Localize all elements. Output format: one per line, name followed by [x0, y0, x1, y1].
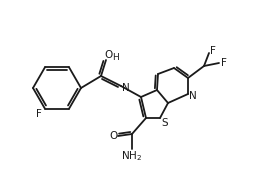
Text: F: F [221, 58, 227, 68]
Text: O: O [109, 131, 117, 141]
Text: NH$_2$: NH$_2$ [121, 149, 143, 163]
Text: N: N [189, 91, 197, 101]
Text: O: O [104, 50, 112, 60]
Text: S: S [162, 118, 168, 128]
Text: N: N [122, 83, 130, 93]
Text: H: H [112, 52, 118, 62]
Text: F: F [210, 46, 216, 56]
Text: F: F [36, 109, 42, 119]
